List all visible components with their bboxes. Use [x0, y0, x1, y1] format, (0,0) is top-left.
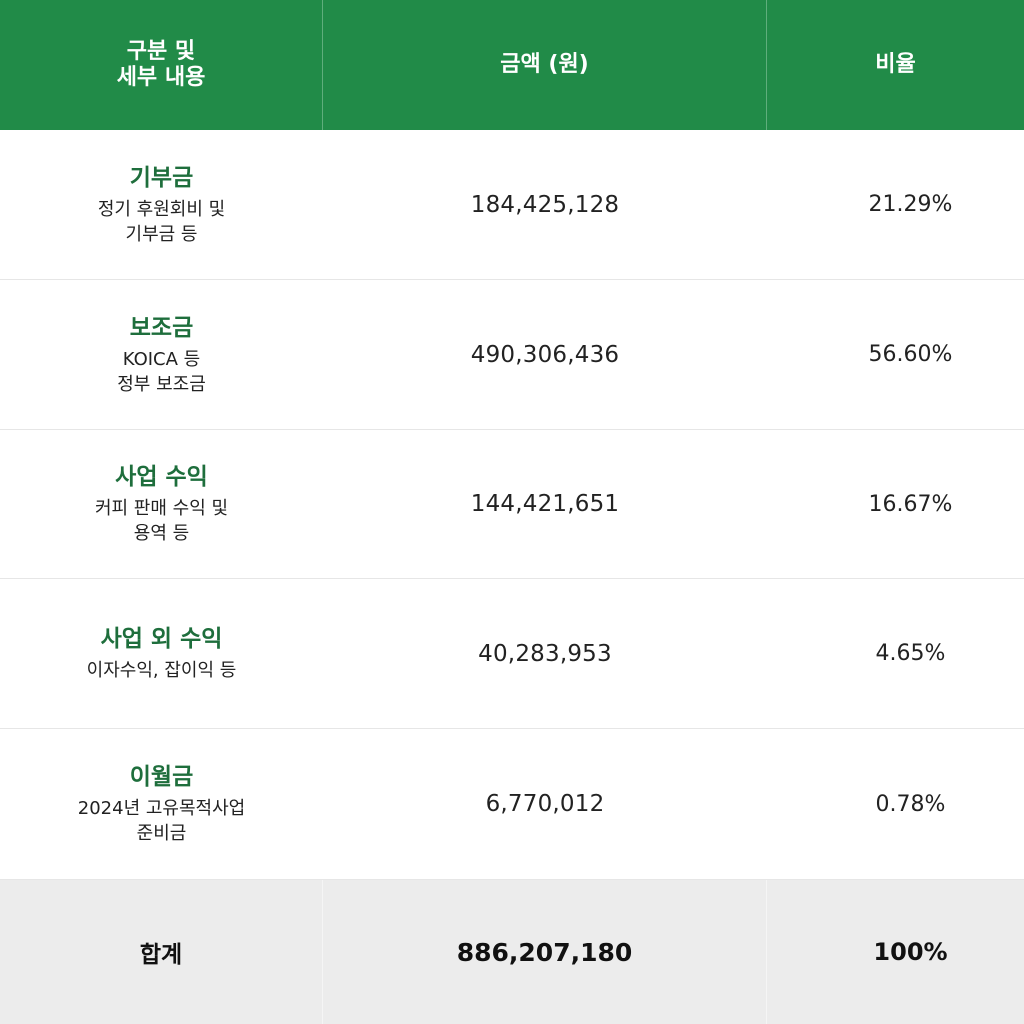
- row-category: 사업 외 수익 이자수익, 잡이익 등: [0, 579, 323, 729]
- total-ratio: 100%: [767, 880, 1024, 1024]
- header-category: 구분 및 세부 내용: [0, 0, 323, 130]
- category-description: KOICA 등 정부 보조금: [117, 348, 206, 395]
- total-amount: 886,207,180: [323, 880, 767, 1024]
- header-ratio: 비율: [767, 0, 1024, 130]
- row-amount: 184,425,128: [323, 130, 767, 280]
- header-amount: 금액 (원): [323, 0, 767, 130]
- row-category: 기부금 정기 후원회비 및 기부금 등: [0, 130, 323, 280]
- row-ratio: 56.60%: [767, 280, 1024, 430]
- header-ratio-label: 비율: [875, 52, 916, 77]
- category-title: 사업 외 수익: [100, 626, 223, 652]
- category-description: 2024년 고유목적사업 준비금: [77, 798, 246, 844]
- category-title: 기부금: [129, 164, 194, 191]
- header-amount-label: 금액 (원): [500, 52, 589, 77]
- row-category: 이월금 2024년 고유목적사업 준비금: [0, 729, 323, 880]
- category-title: 보조금: [129, 314, 194, 341]
- category-description: 이자수익, 잡이익 등: [86, 660, 237, 681]
- category-title: 이월금: [129, 764, 194, 790]
- category-title: 사업 수익: [115, 464, 208, 490]
- row-amount: 144,421,651: [323, 430, 767, 579]
- row-amount: 40,283,953: [323, 579, 767, 729]
- category-description: 정기 후원회비 및 기부금 등: [97, 198, 226, 245]
- row-category: 사업 수익 커피 판매 수익 및 용역 등: [0, 430, 323, 579]
- row-ratio: 0.78%: [767, 729, 1024, 880]
- row-ratio: 16.67%: [767, 430, 1024, 579]
- row-ratio: 21.29%: [767, 130, 1024, 280]
- header-category-label: 구분 및 세부 내용: [116, 39, 206, 90]
- total-label: 합계: [0, 880, 323, 1024]
- row-amount: 490,306,436: [323, 280, 767, 430]
- row-category: 보조금 KOICA 등 정부 보조금: [0, 280, 323, 430]
- row-amount: 6,770,012: [323, 729, 767, 880]
- category-description: 커피 판매 수익 및 용역 등: [94, 498, 229, 544]
- row-ratio: 4.65%: [767, 579, 1024, 729]
